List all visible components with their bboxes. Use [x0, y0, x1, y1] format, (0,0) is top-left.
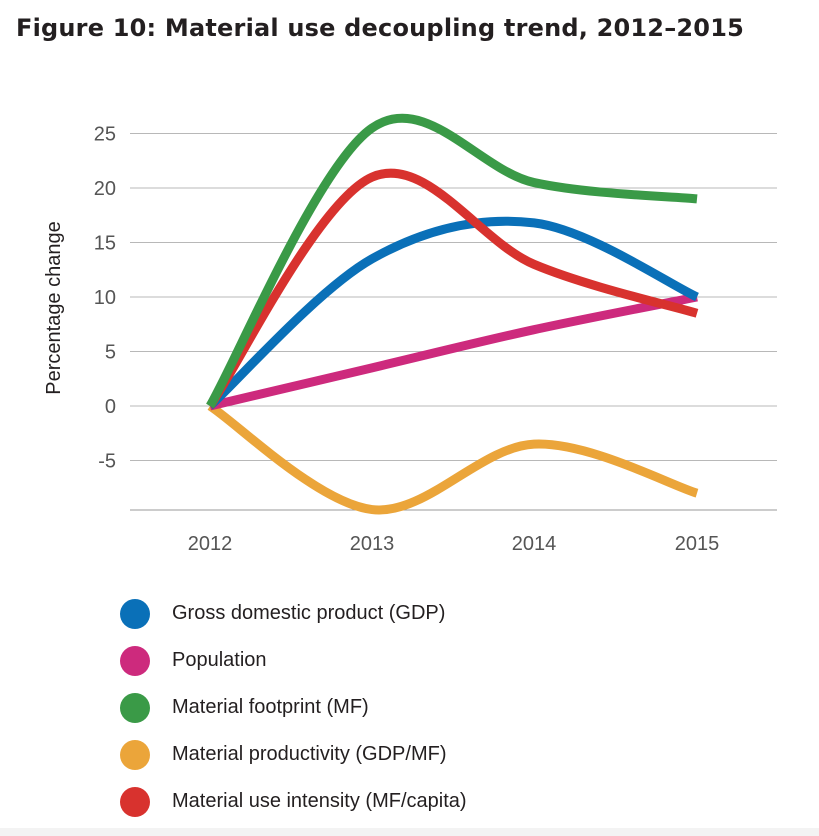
x-tick-label: 2013	[350, 533, 395, 555]
legend-item: Population	[120, 637, 467, 684]
series-line-4	[206, 168, 699, 409]
series-lines	[206, 113, 699, 515]
legend-item: Gross domestic product (GDP)	[120, 590, 467, 637]
legend-item: Material productivity (GDP/MF)	[120, 731, 467, 778]
legend-label: Population	[172, 649, 267, 671]
gridlines	[130, 133, 777, 511]
legend-label: Material footprint (MF)	[172, 696, 369, 718]
legend-swatch	[120, 739, 150, 770]
y-tick-label: 0	[105, 396, 116, 418]
chart-title: Figure 10: Material use decoupling trend…	[16, 14, 745, 42]
series-line-3	[207, 402, 699, 515]
legend-item: Material footprint (MF)	[120, 684, 467, 731]
legend-label: Material productivity (GDP/MF)	[172, 743, 447, 765]
legend: Gross domestic product (GDP) Population Ma…	[120, 590, 467, 825]
legend-label: Material use intensity (MF/capita)	[172, 790, 467, 812]
series-line-0	[206, 216, 699, 410]
legend-item: Material use intensity (MF/capita)	[120, 778, 467, 825]
x-axis-ticks: 2012 2013 2014 2015	[188, 533, 720, 555]
y-tick-label: 25	[94, 124, 116, 146]
x-tick-label: 2014	[512, 533, 557, 555]
footer-strip	[0, 828, 819, 836]
y-tick-label: 15	[94, 233, 116, 255]
series-line-2	[206, 113, 698, 409]
legend-swatch	[120, 786, 150, 817]
y-tick-label: 5	[105, 342, 116, 364]
y-axis-ticks: 25 20 15 10 5 0 -5	[94, 124, 116, 473]
y-tick-label: 20	[94, 178, 116, 200]
legend-swatch	[120, 645, 150, 676]
y-tick-label: -5	[98, 451, 116, 473]
y-tick-label: 10	[94, 287, 116, 309]
legend-swatch	[120, 598, 150, 629]
legend-swatch	[120, 692, 150, 723]
series-line-1	[208, 292, 698, 411]
x-tick-label: 2012	[188, 533, 233, 555]
x-tick-label: 2015	[675, 533, 720, 555]
legend-label: Gross domestic product (GDP)	[172, 602, 446, 624]
y-axis-label: Percentage change	[43, 221, 65, 394]
